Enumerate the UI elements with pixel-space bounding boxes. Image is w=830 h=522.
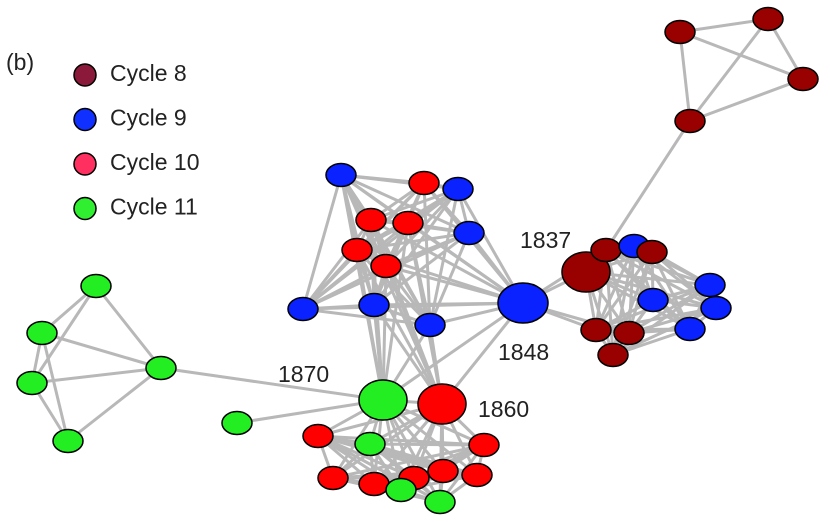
- edge: [689, 77, 804, 123]
- legend-label: Cycle 8: [110, 60, 187, 86]
- edge: [369, 442, 478, 477]
- edge: [372, 188, 460, 306]
- node: [354, 431, 386, 457]
- legend: Cycle 8 Cycle 9 Cycle 10 Cycle 11: [73, 60, 199, 221]
- edge: [355, 249, 385, 401]
- node: [408, 170, 440, 196]
- node: [358, 471, 390, 497]
- node: [26, 320, 58, 346]
- node: [358, 292, 390, 318]
- edge: [382, 301, 524, 402]
- node: [325, 162, 357, 188]
- node: [453, 220, 485, 246]
- node: [580, 317, 612, 343]
- node: [468, 432, 500, 458]
- node: [427, 458, 459, 484]
- nodes: [16, 6, 819, 515]
- edge: [301, 174, 343, 310]
- edge: [384, 265, 444, 405]
- edge: [30, 285, 98, 384]
- node: [341, 237, 373, 263]
- edge: [160, 366, 384, 402]
- node: [392, 210, 424, 236]
- node: [637, 287, 669, 313]
- node: [16, 370, 48, 396]
- node-label: 1870: [278, 361, 329, 387]
- edge: [594, 245, 636, 331]
- node: [461, 462, 493, 488]
- edge: [422, 182, 432, 326]
- edge: [302, 264, 387, 311]
- node: [221, 410, 253, 436]
- edge: [94, 285, 163, 369]
- panel-label: (b): [6, 49, 34, 75]
- edge: [302, 221, 409, 311]
- node: [636, 239, 668, 265]
- edge: [678, 31, 692, 122]
- node: [613, 320, 645, 346]
- edge: [688, 18, 770, 122]
- node: [385, 477, 417, 503]
- node: [752, 6, 784, 32]
- edge: [604, 120, 692, 251]
- edge: [373, 231, 470, 307]
- edge: [627, 245, 636, 334]
- node: [414, 312, 446, 338]
- edge: [355, 249, 444, 405]
- edge: [41, 331, 162, 370]
- legend-marker: [73, 63, 97, 87]
- edge: [456, 188, 525, 304]
- edge: [428, 232, 471, 326]
- edge: [40, 332, 70, 442]
- node: [358, 379, 408, 421]
- node: [442, 176, 474, 202]
- edge: [332, 443, 485, 480]
- node: [700, 295, 732, 321]
- node: [597, 342, 629, 368]
- legend-marker: [73, 152, 97, 176]
- node: [80, 273, 112, 299]
- legend-label: Cycle 10: [110, 149, 199, 175]
- node-label: 1837: [520, 227, 571, 253]
- node: [317, 465, 349, 491]
- node: [417, 383, 467, 425]
- edges: [30, 17, 805, 504]
- node: [674, 316, 706, 342]
- edge: [369, 442, 485, 447]
- node-label: 1860: [478, 396, 529, 422]
- edge: [31, 366, 162, 385]
- edge: [594, 251, 654, 331]
- node: [52, 428, 84, 454]
- edge: [381, 265, 388, 401]
- node: [694, 272, 726, 298]
- legend-label: Cycle 11: [110, 194, 198, 220]
- node: [561, 251, 611, 293]
- edge: [301, 219, 373, 310]
- node: [287, 296, 319, 322]
- node: [674, 108, 706, 134]
- edge: [67, 366, 162, 443]
- edge: [381, 222, 410, 401]
- legend-label: Cycle 9: [110, 105, 187, 131]
- node: [370, 253, 402, 279]
- node: [590, 237, 622, 263]
- legend-marker: [73, 107, 97, 132]
- node-label: 1848: [498, 339, 549, 365]
- legend-marker: [73, 196, 97, 221]
- node: [497, 282, 549, 324]
- node: [145, 355, 177, 381]
- edge: [605, 248, 717, 310]
- edge: [428, 188, 460, 326]
- node: [787, 66, 819, 92]
- node: [355, 207, 387, 233]
- node: [424, 489, 456, 515]
- node: [302, 423, 334, 449]
- node: [664, 19, 696, 45]
